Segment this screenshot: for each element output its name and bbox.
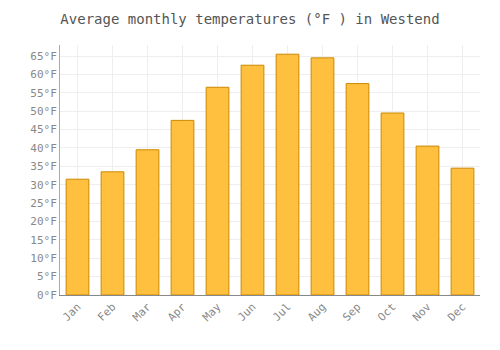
svg-text:Jan: Jan (60, 301, 83, 324)
svg-text:Oct: Oct (375, 301, 398, 324)
svg-text:Dec: Dec (445, 301, 468, 324)
svg-text:10°F: 10°F (30, 252, 57, 265)
svg-text:Mar: Mar (130, 300, 154, 324)
svg-text:55°F: 55°F (30, 87, 57, 100)
svg-text:65°F: 65°F (30, 50, 57, 63)
svg-text:Nov: Nov (410, 300, 434, 324)
svg-text:Jun: Jun (235, 301, 258, 324)
svg-text:25°F: 25°F (30, 197, 57, 210)
svg-text:Apr: Apr (165, 300, 189, 324)
svg-text:5°F: 5°F (37, 270, 57, 283)
svg-text:20°F: 20°F (30, 215, 57, 228)
svg-text:60°F: 60°F (30, 68, 57, 81)
svg-text:30°F: 30°F (30, 179, 57, 192)
svg-text:0°F: 0°F (37, 289, 57, 302)
svg-text:Sep: Sep (340, 301, 363, 324)
svg-text:Jul: Jul (270, 301, 293, 324)
svg-text:40°F: 40°F (30, 142, 57, 155)
svg-text:50°F: 50°F (30, 105, 57, 118)
svg-text:45°F: 45°F (30, 123, 57, 136)
svg-text:15°F: 15°F (30, 234, 57, 247)
svg-text:35°F: 35°F (30, 160, 57, 173)
svg-text:Feb: Feb (95, 301, 118, 324)
svg-text:May: May (200, 300, 224, 324)
svg-text:Average monthly temperatures (: Average monthly temperatures (°F ) in We… (60, 11, 439, 27)
svg-text:Aug: Aug (305, 301, 328, 324)
